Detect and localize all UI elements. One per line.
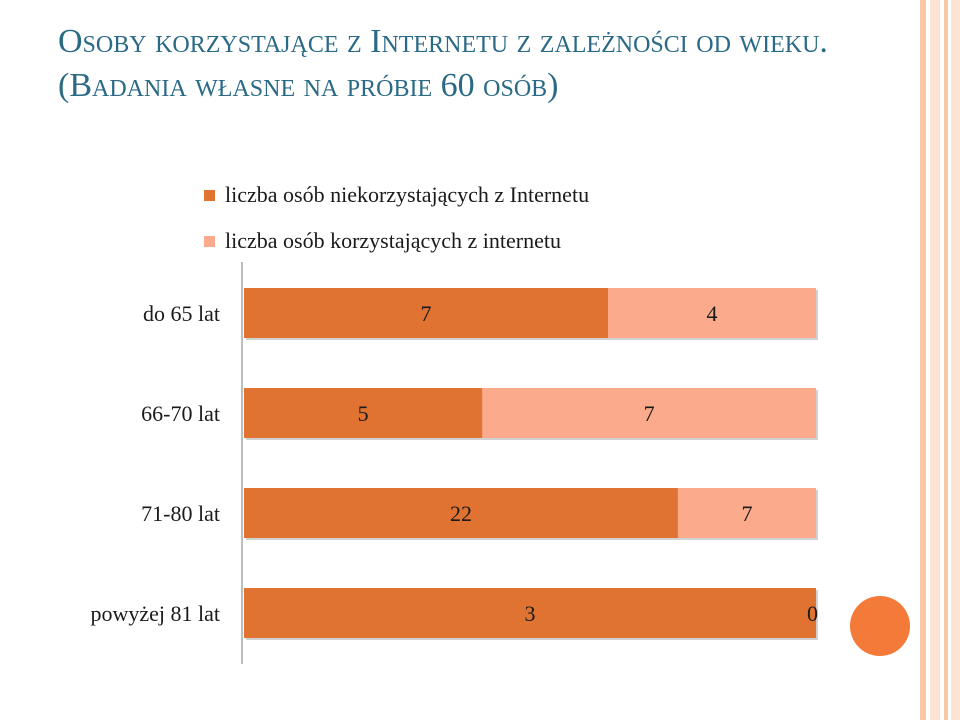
- category-label: 66-70 lat: [141, 401, 220, 426]
- stripe-1: [920, 0, 926, 720]
- bar-segment-non-users: [244, 388, 483, 438]
- chart-legend: liczba osób niekorzystających z Internet…: [204, 182, 590, 275]
- bar-segment-users: [482, 388, 816, 438]
- bar-segment-non-users: [244, 488, 678, 538]
- legend-label-users: liczba osób korzystających z internetu: [225, 228, 561, 253]
- data-label: 22: [450, 501, 472, 526]
- stacked-bar-chart: do 65 lat 7 4 66-70 lat 5 7 71-80 lat 22 7 powyże…: [90, 262, 818, 664]
- category-label: do 65 lat: [143, 301, 220, 326]
- bar-segment-users: [677, 488, 816, 538]
- category-label: powyżej 81 lat: [90, 601, 220, 626]
- legend-label-non-users: liczba osób niekorzystających z Internet…: [225, 182, 590, 207]
- data-label: 5: [358, 401, 369, 426]
- legend-item-non-users: liczba osób niekorzystających z Internet…: [204, 182, 590, 207]
- bar-segment-non-users: [244, 588, 816, 638]
- decorative-stripes: [920, 0, 960, 720]
- data-label: 7: [644, 401, 655, 426]
- legend-swatch-dark: [204, 189, 215, 201]
- category-label: 71-80 lat: [141, 501, 220, 526]
- data-label: 3: [525, 601, 536, 626]
- legend-swatch-light: [204, 235, 215, 247]
- stripe-4: [951, 0, 960, 720]
- stripe-2: [930, 0, 940, 720]
- bar-segment-users: [608, 288, 816, 338]
- data-label: 0: [807, 601, 818, 626]
- slide-title: Osoby korzystające z Internetu z zależno…: [58, 23, 828, 104]
- data-label: 7: [741, 501, 752, 526]
- decorative-circle: [850, 596, 910, 656]
- legend-item-users: liczba osób korzystających z internetu: [204, 228, 589, 253]
- stripe-3: [944, 0, 948, 720]
- data-label: 4: [707, 301, 718, 326]
- data-label: 7: [421, 301, 432, 326]
- bar-segment-non-users: [244, 288, 608, 338]
